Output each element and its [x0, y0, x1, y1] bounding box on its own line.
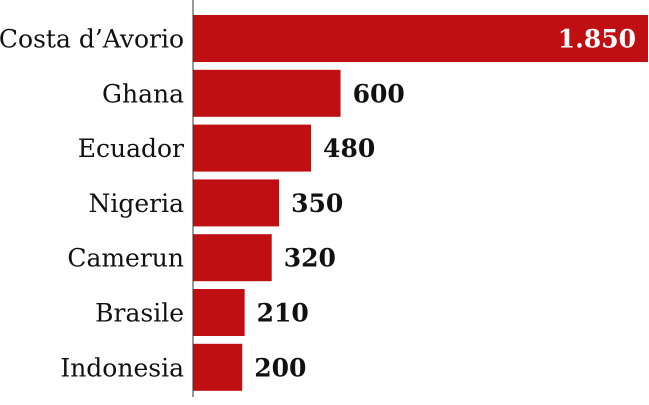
category-label: Costa d’Avorio — [0, 25, 184, 54]
bar — [193, 15, 648, 62]
bar — [193, 234, 272, 282]
category-label: Camerun — [67, 244, 184, 273]
bar — [193, 343, 243, 391]
value-label: 350 — [291, 189, 343, 218]
category-label: Nigeria — [88, 189, 184, 218]
bar — [193, 124, 312, 172]
category-label: Ghana — [102, 79, 184, 108]
bar — [193, 69, 341, 117]
value-label: 600 — [353, 79, 405, 108]
value-label: 320 — [284, 244, 336, 273]
value-label: 1.850 — [558, 25, 636, 54]
value-label: 480 — [323, 134, 375, 163]
bars-layer: Costa d’Avorio 1.850 Ghana 600 Ecuador 480 Nig… — [0, 15, 648, 391]
bar — [193, 289, 245, 336]
category-label: Indonesia — [60, 353, 184, 382]
value-label: 210 — [257, 299, 309, 328]
value-label: 200 — [254, 353, 306, 382]
bar — [193, 179, 280, 227]
category-label: Ecuador — [78, 134, 184, 163]
category-label: Brasile — [95, 299, 184, 328]
